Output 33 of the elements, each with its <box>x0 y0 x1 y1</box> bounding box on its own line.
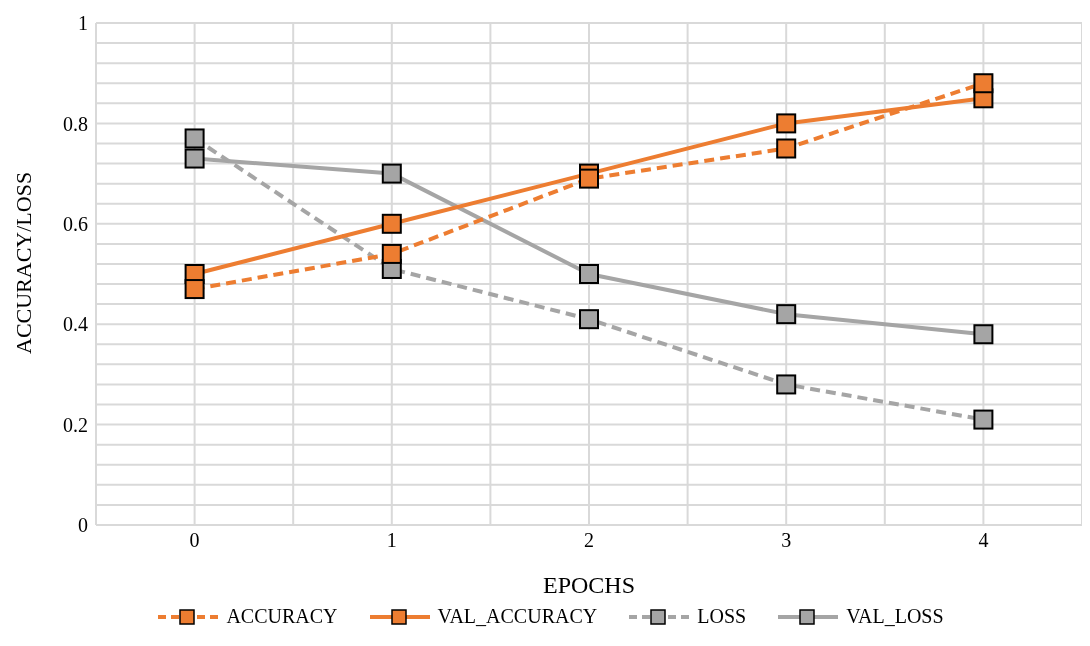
point <box>184 279 205 300</box>
point <box>184 128 205 149</box>
point <box>973 409 994 430</box>
x-tick-label: 0 <box>189 529 200 552</box>
legend-label: ACCURACY <box>226 605 338 628</box>
y-tick-label: 0.2 <box>63 413 88 436</box>
y-tick-label: 0.6 <box>63 212 88 235</box>
legend-label: VAL_ACCURACY <box>437 605 598 628</box>
x-tick-label: 1 <box>386 529 397 552</box>
point <box>184 148 205 169</box>
point <box>776 304 797 325</box>
y-tick-label: 1 <box>78 12 88 35</box>
legend-label: LOSS <box>697 605 747 628</box>
x-tick-label: 2 <box>584 529 594 552</box>
point <box>381 213 402 234</box>
point <box>381 243 402 264</box>
y-axis-title: ACCURACY/LOSS <box>10 171 36 354</box>
point <box>776 374 797 395</box>
x-tick-label: 4 <box>978 529 989 552</box>
x-tick-label: 3 <box>781 529 792 552</box>
y-tick-label: 0.8 <box>63 112 88 135</box>
point <box>776 113 797 134</box>
point <box>579 168 599 189</box>
point <box>579 309 599 330</box>
y-tick-label: 0.4 <box>63 313 88 336</box>
x-axis-title: EPOCHS <box>542 572 636 598</box>
point <box>776 138 797 159</box>
point <box>973 73 994 94</box>
legend-label: VAL_LOSS <box>846 605 944 628</box>
y-tick-label: 0 <box>78 514 88 537</box>
point <box>579 264 599 284</box>
point <box>973 324 994 345</box>
point <box>381 163 402 184</box>
